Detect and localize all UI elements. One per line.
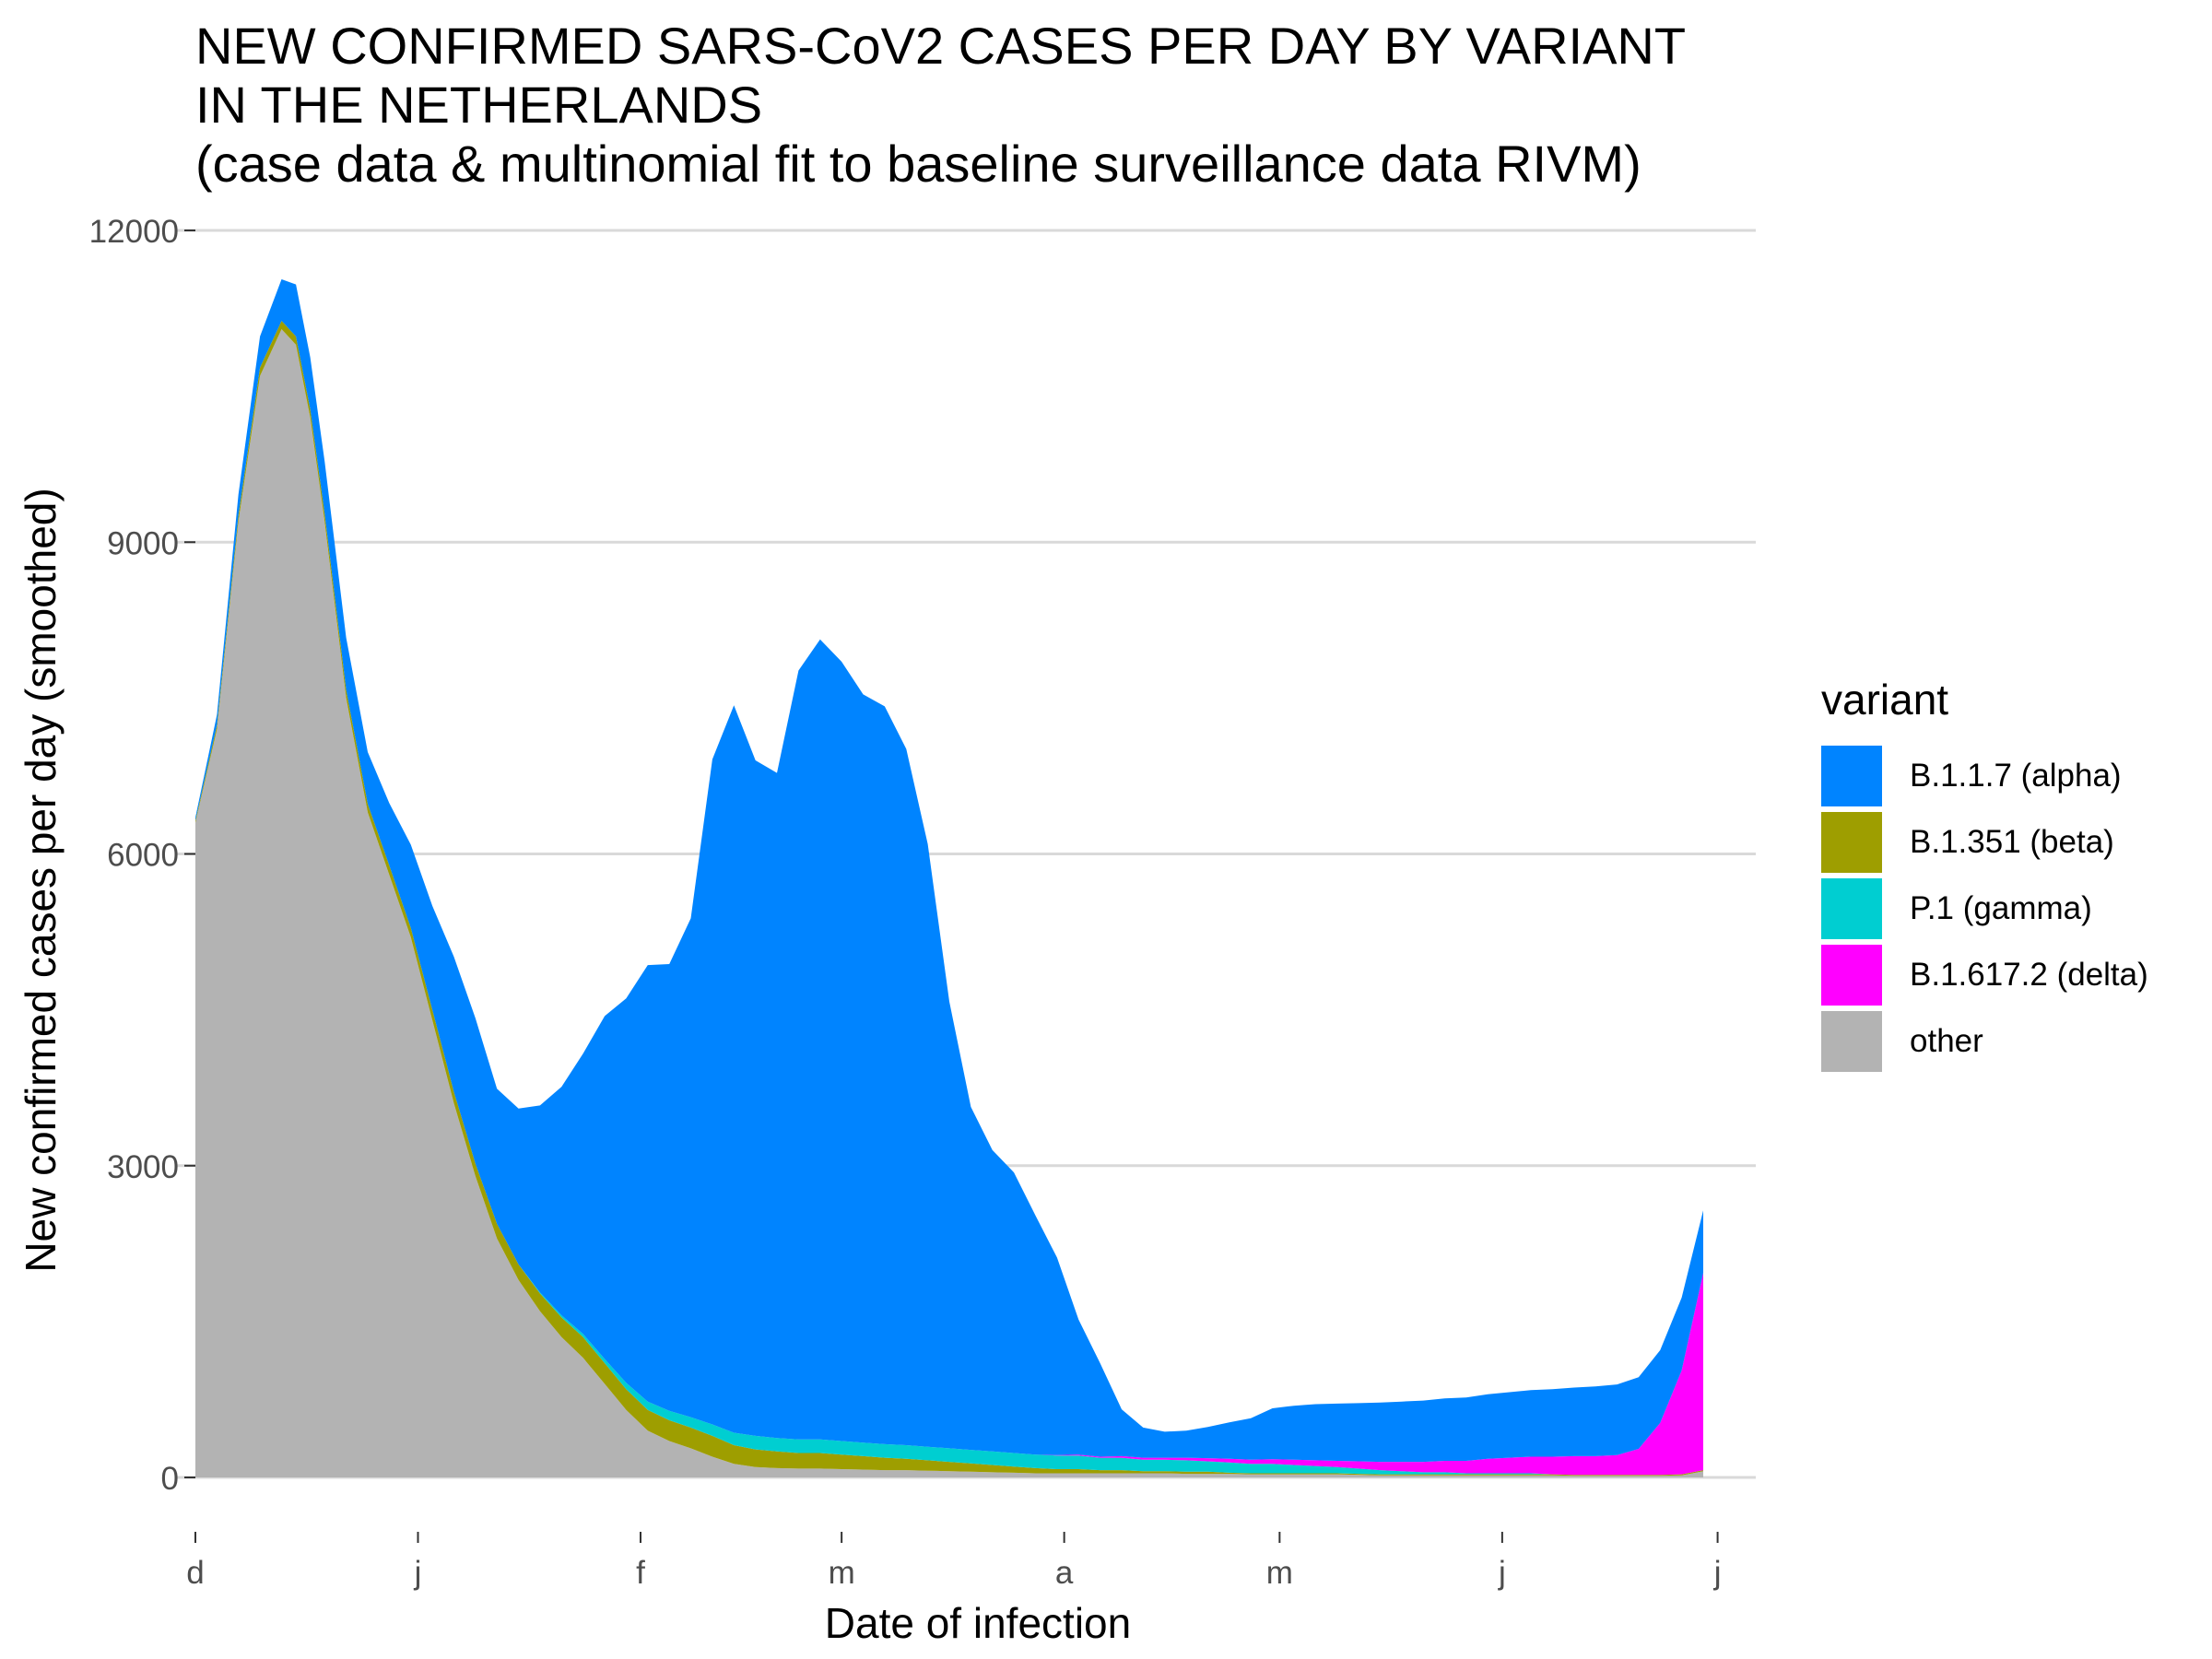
x-tick-label-7: j bbox=[1713, 1555, 1722, 1591]
chart-title-line-3: (case data & multinomial fit to baseline… bbox=[195, 135, 1641, 193]
chart-title-line-2: IN THE NETHERLANDS bbox=[195, 76, 763, 134]
y-axis: 0 3000 6000 9000 12000 bbox=[89, 214, 195, 1497]
legend-label-alpha: B.1.1.7 (alpha) bbox=[1910, 758, 2122, 794]
x-tick-label-3: m bbox=[829, 1555, 855, 1591]
legend-label-other: other bbox=[1910, 1023, 1983, 1059]
y-tick-label-12000: 12000 bbox=[89, 214, 179, 250]
legend-key-alpha bbox=[1821, 746, 1882, 806]
chart-title-line-1: NEW CONFIRMED SARS-CoV2 CASES PER DAY BY… bbox=[195, 17, 1687, 75]
legend-item-delta: B.1.617.2 (delta) bbox=[1821, 942, 2148, 1008]
x-axis-title: Date of infection bbox=[825, 1599, 1131, 1647]
legend-key-beta bbox=[1821, 812, 1882, 873]
area-series-other bbox=[195, 329, 1703, 1478]
legend-item-alpha: B.1.1.7 (alpha) bbox=[1821, 743, 2148, 809]
x-tick-label-0: d bbox=[186, 1555, 204, 1591]
legend-title: variant bbox=[1821, 676, 1949, 724]
x-tick-label-1: j bbox=[414, 1555, 422, 1591]
legend-label-gamma: P.1 (gamma) bbox=[1910, 890, 2092, 926]
area-series-b-1-1-7-alpha bbox=[195, 279, 1703, 1463]
x-tick-label-6: j bbox=[1498, 1555, 1506, 1591]
y-tick-label-9000: 9000 bbox=[107, 525, 179, 561]
x-tick-label-4: a bbox=[1055, 1555, 1074, 1591]
y-tick-label-0: 0 bbox=[161, 1461, 179, 1497]
legend-item-other: other bbox=[1821, 1008, 2148, 1075]
y-tick-label-6000: 6000 bbox=[107, 838, 179, 874]
legend-item-gamma: P.1 (gamma) bbox=[1821, 876, 2148, 942]
area-layers bbox=[195, 279, 1703, 1478]
x-tick-label-5: m bbox=[1266, 1555, 1293, 1591]
y-tick-label-3000: 3000 bbox=[107, 1149, 179, 1185]
y-axis-title: New confirmed cases per day (smoothed) bbox=[17, 488, 65, 1272]
legend-key-gamma bbox=[1821, 878, 1882, 939]
legend-key-delta bbox=[1821, 945, 1882, 1006]
legend: variant B.1.1.7 (alpha) B.1.351 (beta) P… bbox=[1821, 675, 2148, 1075]
x-tick-label-2: f bbox=[636, 1555, 645, 1591]
legend-label-beta: B.1.351 (beta) bbox=[1910, 824, 2114, 860]
legend-item-beta: B.1.351 (beta) bbox=[1821, 809, 2148, 876]
legend-label-delta: B.1.617.2 (delta) bbox=[1910, 957, 2148, 993]
legend-key-other bbox=[1821, 1011, 1882, 1072]
